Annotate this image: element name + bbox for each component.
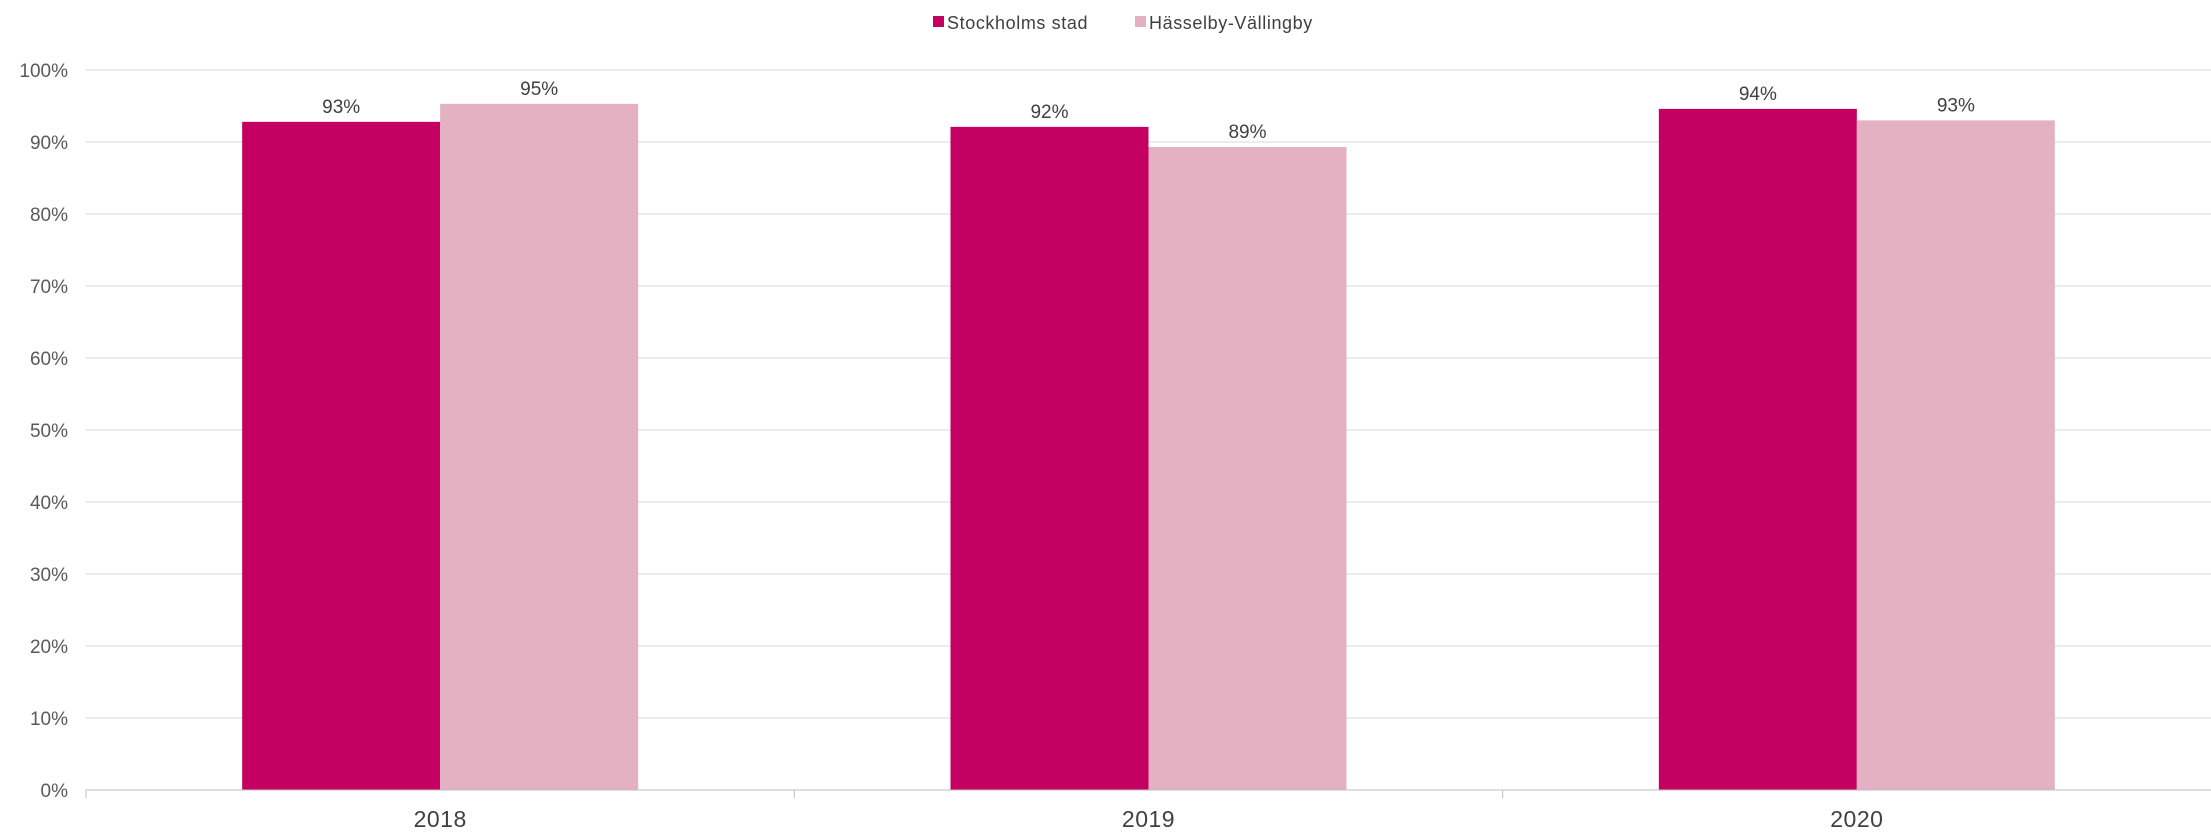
bar-stockholms-stad-2020 bbox=[1658, 108, 1857, 790]
bars bbox=[242, 103, 2055, 791]
x-tick-label: 2019 bbox=[1122, 806, 1175, 832]
legend-swatch-stockholms-stad bbox=[933, 16, 944, 27]
y-tick-label: 90% bbox=[30, 133, 68, 154]
y-axis-ticks: 0% 10% 20% 30% 40% 50% 60% 70% 80% 90% 100% bbox=[19, 61, 68, 802]
x-tick-label: 2020 bbox=[1830, 806, 1883, 832]
y-tick-label: 0% bbox=[41, 781, 69, 802]
y-tick-label: 70% bbox=[30, 277, 68, 298]
chart-legend: Stockholms stad Hässelby-Vällingby bbox=[933, 13, 1313, 33]
y-tick-label: 50% bbox=[30, 421, 68, 442]
data-label: 93% bbox=[1937, 95, 1975, 116]
bar-hasselby-vallingby-2019 bbox=[1148, 147, 1347, 791]
y-tick-label: 100% bbox=[19, 61, 68, 82]
y-tick-label: 80% bbox=[30, 205, 68, 226]
y-tick-label: 10% bbox=[30, 709, 68, 730]
data-label: 92% bbox=[1030, 102, 1068, 123]
y-tick-label: 20% bbox=[30, 637, 68, 658]
data-label: 95% bbox=[520, 79, 558, 100]
legend-swatch-hasselby-vallingby bbox=[1135, 16, 1146, 27]
bar-hasselby-vallingby-2020 bbox=[1856, 120, 2055, 790]
y-tick-label: 40% bbox=[30, 493, 68, 514]
x-tick-label: 2018 bbox=[414, 806, 467, 832]
data-label: 94% bbox=[1739, 84, 1777, 105]
bar-stockholms-stad-2018 bbox=[242, 121, 441, 791]
x-axis: 2018 2019 2020 bbox=[85, 789, 2211, 832]
y-tick-label: 60% bbox=[30, 349, 68, 370]
legend-label-hasselby-vallingby: Hässelby-Vällingby bbox=[1149, 13, 1313, 33]
bar-stockholms-stad-2019 bbox=[950, 126, 1149, 790]
legend-label-stockholms-stad: Stockholms stad bbox=[947, 13, 1088, 33]
bar-hasselby-vallingby-2018 bbox=[440, 103, 639, 791]
y-tick-label: 30% bbox=[30, 565, 68, 586]
data-label: 89% bbox=[1228, 122, 1266, 143]
data-label: 93% bbox=[322, 97, 360, 118]
data-labels: 93% 95% 92% 89% 94% 93% bbox=[322, 79, 1975, 143]
